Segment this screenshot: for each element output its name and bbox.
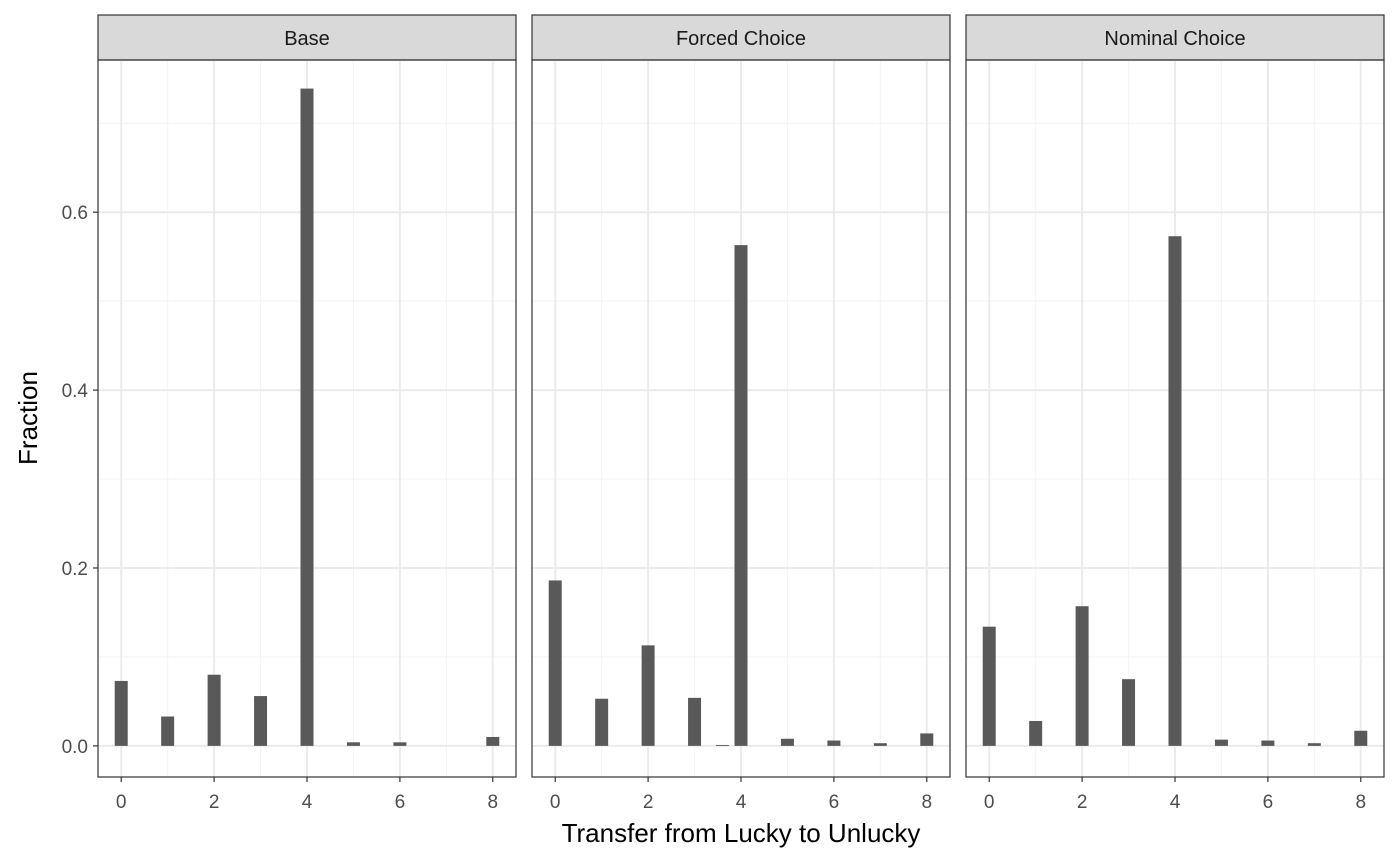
facet-strip-label: Base (284, 28, 330, 50)
bar-base-x8 (486, 736, 500, 746)
x-tick-label: 2 (643, 792, 654, 813)
x-tick-label: 8 (487, 792, 498, 813)
bar-nominal-choice-x0 (982, 626, 996, 746)
bar-nominal-choice-x8 (1354, 730, 1368, 746)
facet-nominal-choice: Nominal Choice 0 2 4 6 8 (965, 14, 1385, 813)
facet-strip (531, 14, 951, 61)
bar-forced-choice-x1 (595, 698, 609, 746)
bar-forced-choice-x3.6 (715, 744, 729, 746)
bar-forced-choice-x2 (641, 645, 655, 746)
y-tick-label: 0.0 (62, 737, 88, 758)
x-tick-label: 0 (550, 792, 561, 813)
bar-nominal-choice-x4 (1168, 236, 1182, 746)
x-tick-label: 6 (1263, 792, 1274, 813)
facet-strip-label: Forced Choice (676, 28, 806, 50)
bar-nominal-choice-x6 (1261, 740, 1275, 746)
bar-base-x4 (300, 88, 314, 746)
y-axis: 0.0 0.2 0.4 0.6 (62, 203, 98, 758)
facet-strip (965, 14, 1385, 61)
bar-base-x3 (254, 696, 268, 746)
x-tick-label: 6 (829, 792, 840, 813)
x-tick-label: 0 (116, 792, 127, 813)
bar-nominal-choice-x3 (1122, 679, 1136, 746)
x-tick-label: 4 (302, 792, 313, 813)
x-tick-label: 8 (1355, 792, 1366, 813)
y-tick-label: 0.4 (62, 381, 89, 402)
bar-forced-choice-x3 (688, 697, 702, 746)
y-tick-label: 0.2 (62, 559, 88, 580)
x-axis-title: Transfer from Lucky to Unlucky (562, 818, 921, 848)
x-tick-label: 6 (395, 792, 406, 813)
bar-nominal-choice-x2 (1075, 606, 1089, 746)
y-tick-label: 0.6 (62, 203, 88, 224)
x-tick-label: 4 (736, 792, 747, 813)
bar-base-x1 (161, 716, 175, 746)
x-tick-label: 8 (921, 792, 932, 813)
x-tick-label: 0 (984, 792, 995, 813)
bar-forced-choice-x0 (548, 580, 562, 746)
bar-base-x5 (346, 742, 360, 746)
y-axis-title: Fraction (13, 371, 43, 465)
bar-base-x6 (393, 742, 407, 746)
bar-nominal-choice-x7 (1307, 743, 1321, 746)
facet-strip (97, 14, 517, 61)
bar-forced-choice-x6 (827, 740, 841, 746)
bar-forced-choice-x7 (873, 743, 887, 746)
bar-forced-choice-x5 (780, 738, 794, 746)
facet-base: Base 0 2 4 6 8 (97, 14, 517, 813)
bar-forced-choice-x4 (734, 245, 748, 746)
x-tick-label: 2 (1077, 792, 1088, 813)
bar-nominal-choice-x5 (1214, 739, 1228, 746)
bar-forced-choice-x8 (920, 733, 934, 746)
bar-base-x2 (207, 674, 221, 746)
bar-base-x0 (114, 680, 128, 746)
facet-strip-label: Nominal Choice (1104, 28, 1245, 50)
x-tick-label: 2 (209, 792, 220, 813)
bar-nominal-choice-x1 (1029, 720, 1043, 746)
x-tick-label: 4 (1170, 792, 1181, 813)
facet-forced-choice: Forced Choice 0 2 4 6 8 (531, 14, 951, 813)
